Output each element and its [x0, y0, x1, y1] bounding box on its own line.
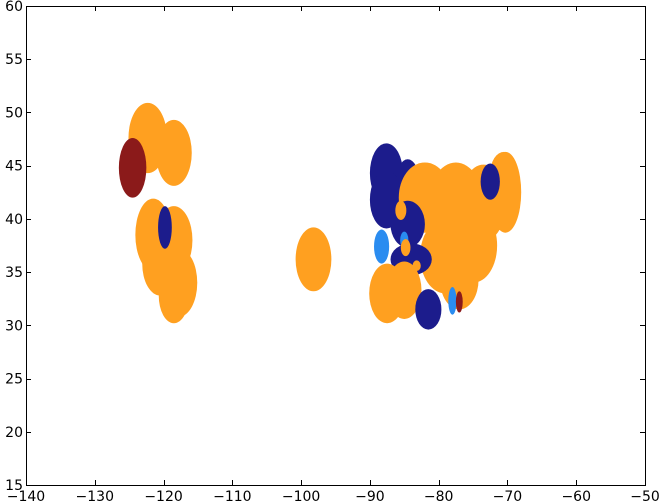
region-navy-31: [415, 289, 442, 330]
x-tick-label: −80: [424, 489, 454, 503]
x-tick-label: −70: [493, 489, 523, 503]
x-tick-label: −110: [213, 489, 251, 503]
region-layer: [118, 102, 522, 330]
y-tick-label: 15: [5, 478, 23, 494]
region-dark_red-33: [455, 291, 463, 313]
x-tick-label: −50: [630, 489, 660, 503]
x-tick-label: −120: [144, 489, 182, 503]
y-tick-label: 45: [5, 159, 23, 175]
y-tick-label: 60: [5, 0, 23, 15]
x-tick-label: −140: [7, 489, 45, 503]
plot-frame: [26, 6, 646, 486]
y-tick-label: 55: [5, 52, 23, 68]
y-tick-label: 40: [5, 212, 23, 228]
region-navy-8: [158, 206, 172, 249]
region-orange-26: [395, 200, 407, 220]
region-orange-1: [155, 119, 192, 186]
x-tick-label: −90: [355, 489, 385, 503]
y-tick-label: 30: [5, 318, 23, 334]
region-orange-27: [400, 239, 411, 257]
y-tick-label: 25: [5, 372, 23, 388]
tick-layer: −140 −130 −120 −110 −100 −90 −80 −70 −60 −50 15 20 2…: [5, 0, 660, 503]
region-navy-21: [480, 163, 500, 200]
x-tick-label: −130: [76, 489, 114, 503]
y-tick-label: 50: [5, 105, 23, 121]
region-orange-9: [295, 227, 332, 292]
region-dark_red-7: [118, 137, 147, 198]
region-light_blue-32: [448, 287, 457, 315]
y-tick-label: 20: [5, 425, 23, 441]
region-light_blue-24: [374, 229, 390, 264]
x-tick-label: −100: [282, 489, 320, 503]
x-tick-label: −60: [561, 489, 591, 503]
y-tick-label: 35: [5, 265, 23, 281]
region-orange-30: [387, 261, 422, 319]
region-orange-6: [158, 267, 190, 324]
